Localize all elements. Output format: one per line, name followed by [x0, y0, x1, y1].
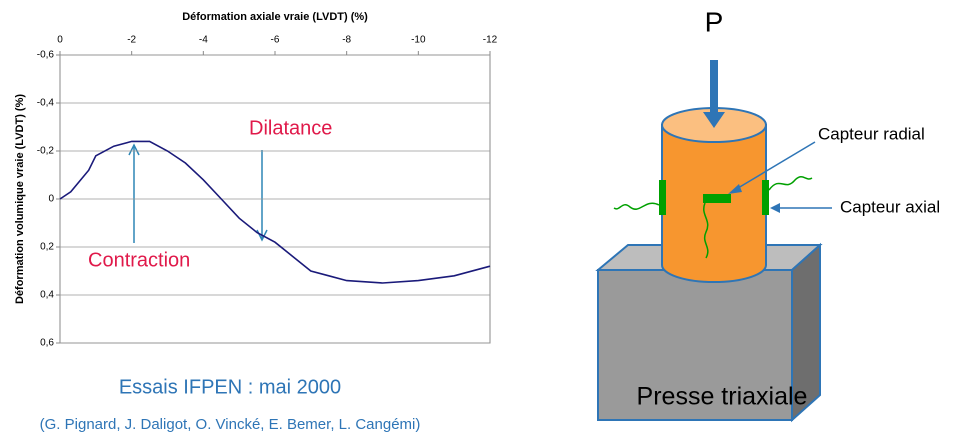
y-tick-label: 0: [48, 194, 54, 205]
sensor-right: [762, 180, 769, 215]
x-axis-title: Déformation axiale vraie (LVDT) (%): [182, 11, 368, 23]
x-tick-label: -6: [271, 35, 280, 46]
diagram-title: Presse triaxiale: [637, 383, 808, 411]
force-arrowhead: [703, 112, 725, 128]
radial-sensor-label: Capteur radial: [818, 124, 925, 143]
arrowhead: [128, 143, 140, 156]
press-front: [597, 269, 793, 421]
sensor-left: [659, 180, 666, 215]
data-line: [59, 140, 491, 284]
wire: [613, 202, 660, 210]
x-tick-label: -2: [127, 35, 136, 46]
x-tick-label: 0: [57, 35, 63, 46]
y-tick-label: -0,6: [37, 50, 55, 61]
y-axis-title: Déformation volumique vraie (LVDT) (%): [14, 94, 26, 304]
axial-sensor-label: Capteur axial: [840, 197, 940, 216]
y-tick-label: 0,2: [40, 242, 54, 253]
caption-authors: (G. Pignard, J. Daligot, O. Vincké, E. B…: [40, 416, 421, 433]
annotation: Contraction: [88, 249, 190, 271]
sample-body: [661, 124, 767, 283]
x-tick-label: -12: [483, 35, 498, 46]
y-tick-label: -0,4: [37, 98, 55, 109]
label-arrow: [732, 141, 816, 192]
y-tick-label: 0,6: [40, 338, 54, 349]
x-tick-label: -4: [199, 35, 208, 46]
force-label: P: [705, 6, 724, 37]
press-diagram: [595, 60, 832, 423]
sensor-radial: [703, 194, 731, 203]
wire: [768, 176, 813, 191]
annotation: Dilatance: [249, 117, 332, 139]
label-arrowhead: [770, 203, 780, 213]
label-arrowhead: [728, 184, 742, 194]
wire: [703, 202, 709, 259]
y-tick-label: -0,2: [37, 146, 55, 157]
caption-title: Essais IFPEN : mai 2000: [119, 376, 341, 398]
x-tick-label: -10: [411, 35, 426, 46]
y-tick-label: 0,4: [40, 290, 54, 301]
x-tick-label: -8: [342, 35, 351, 46]
